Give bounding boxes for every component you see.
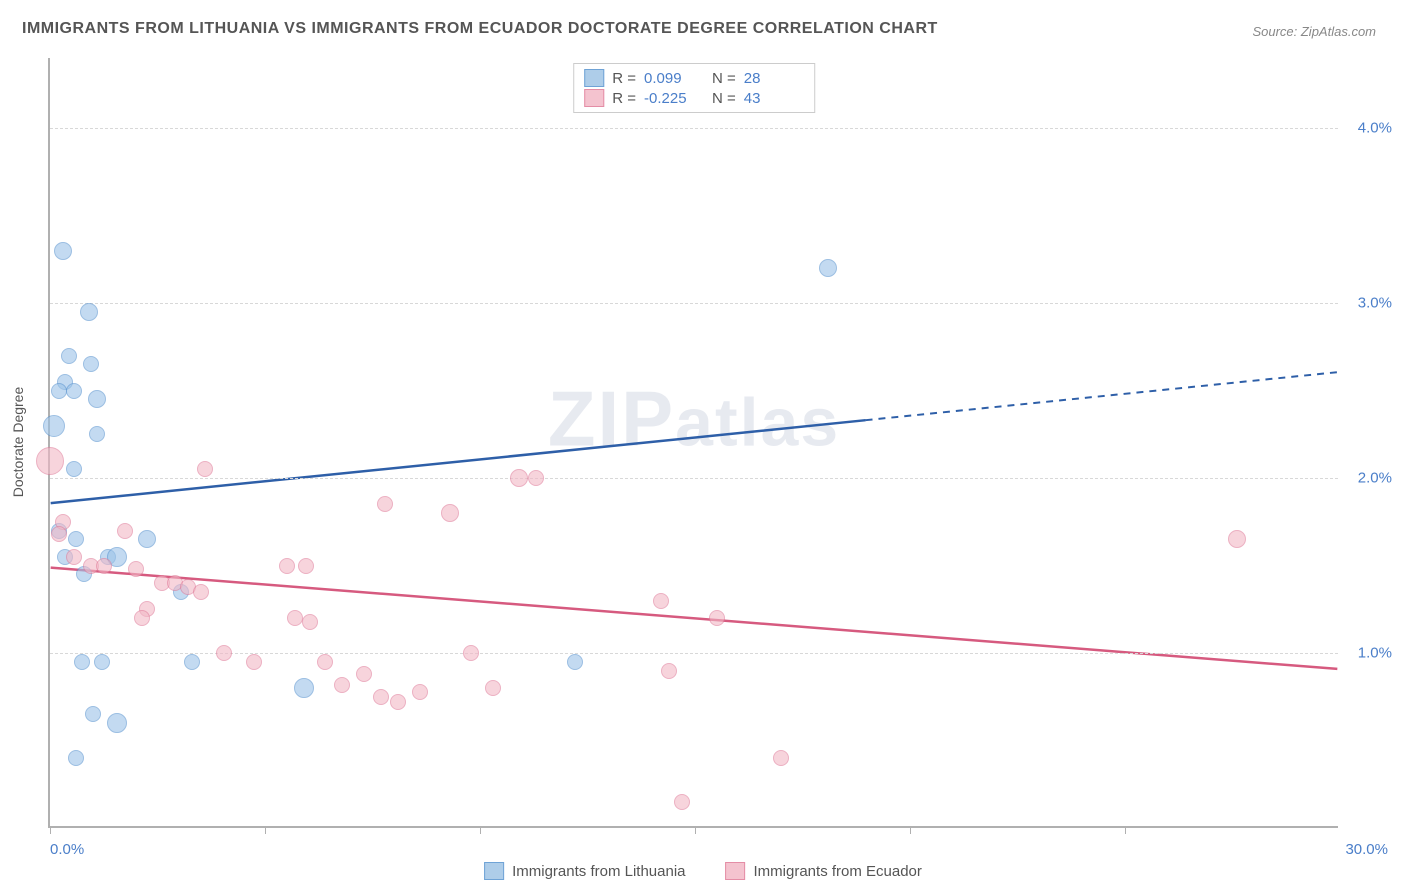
- x-tick-mark: [265, 826, 266, 834]
- lithuania-point: [88, 390, 106, 408]
- lithuania-point: [66, 383, 82, 399]
- lithuania-point: [61, 348, 77, 364]
- gridline: [50, 303, 1338, 304]
- ecuador-point: [485, 680, 501, 696]
- lithuania-point: [74, 654, 90, 670]
- ecuador-point: [193, 584, 209, 600]
- ecuador-point: [279, 558, 295, 574]
- lithuania-point: [107, 713, 127, 733]
- legend-item-lithuania: Immigrants from Lithuania: [484, 862, 685, 880]
- lithuania-swatch-icon: [484, 862, 504, 880]
- lithuania-point: [89, 426, 105, 442]
- ecuador-point: [377, 496, 393, 512]
- ecuador-point: [773, 750, 789, 766]
- ecuador-point: [96, 558, 112, 574]
- lithuania-trendline: [51, 420, 866, 503]
- ecuador-point: [441, 504, 459, 522]
- n-value: 28: [744, 70, 804, 87]
- stats-row-ecuador: R = -0.225 N = 43: [584, 88, 804, 108]
- x-tick-mark: [50, 826, 51, 834]
- y-tick-label: 1.0%: [1358, 645, 1392, 662]
- legend-item-ecuador: Immigrants from Ecuador: [726, 862, 922, 880]
- ecuador-point: [373, 689, 389, 705]
- ecuador-point: [134, 610, 150, 626]
- ecuador-point: [661, 663, 677, 679]
- lithuania-point: [66, 461, 82, 477]
- lithuania-point: [83, 356, 99, 372]
- r-label: R =: [612, 70, 636, 87]
- stats-row-lithuania: R = 0.099 N = 28: [584, 68, 804, 88]
- lithuania-point: [138, 530, 156, 548]
- lithuania-point: [184, 654, 200, 670]
- lithuania-point: [43, 415, 65, 437]
- ecuador-swatch-icon: [584, 89, 604, 107]
- ecuador-point: [117, 523, 133, 539]
- lithuania-point: [819, 259, 837, 277]
- ecuador-point: [66, 549, 82, 565]
- ecuador-point: [298, 558, 314, 574]
- ecuador-point: [128, 561, 144, 577]
- ecuador-point: [709, 610, 725, 626]
- ecuador-point: [510, 469, 528, 487]
- gridline: [50, 478, 1338, 479]
- ecuador-point: [334, 677, 350, 693]
- ecuador-point: [317, 654, 333, 670]
- ecuador-point: [197, 461, 213, 477]
- lithuania-point: [94, 654, 110, 670]
- x-tick-mark: [480, 826, 481, 834]
- n-value: 43: [744, 90, 804, 107]
- r-value: 0.099: [644, 70, 704, 87]
- y-tick-label: 2.0%: [1358, 470, 1392, 487]
- lithuania-point: [567, 654, 583, 670]
- ecuador-point: [653, 593, 669, 609]
- stats-legend: R = 0.099 N = 28 R = -0.225 N = 43: [573, 63, 815, 113]
- watermark-text: ZIPatlas: [548, 373, 840, 464]
- lithuania-point: [294, 678, 314, 698]
- ecuador-point: [51, 526, 67, 542]
- ecuador-point: [412, 684, 428, 700]
- plot-area: Doctorate Degree ZIPatlas R =0.099N =28R…: [48, 58, 1338, 828]
- y-tick-label: 4.0%: [1358, 120, 1392, 137]
- x-tick-mark: [910, 826, 911, 834]
- ecuador-point: [302, 614, 318, 630]
- r-label: R =: [612, 90, 636, 107]
- ecuador-point: [287, 610, 303, 626]
- x-tick-mark: [1125, 826, 1126, 834]
- lithuania-point: [80, 303, 98, 321]
- chart-title: IMMIGRANTS FROM LITHUANIA VS IMMIGRANTS …: [22, 20, 938, 38]
- legend-label: Immigrants from Lithuania: [512, 863, 685, 880]
- ecuador-swatch-icon: [726, 862, 746, 880]
- ecuador-point: [36, 447, 64, 475]
- ecuador-point: [674, 794, 690, 810]
- trend-lines-svg: [50, 58, 1338, 826]
- ecuador-point: [390, 694, 406, 710]
- gridline: [50, 128, 1338, 129]
- r-value: -0.225: [644, 90, 704, 107]
- ecuador-point: [463, 645, 479, 661]
- ecuador-point: [1228, 530, 1246, 548]
- y-tick-label: 3.0%: [1358, 295, 1392, 312]
- lithuania-point: [51, 383, 67, 399]
- lithuania-swatch-icon: [584, 69, 604, 87]
- lithuania-trendline-dashed: [866, 372, 1338, 420]
- x-tick-mark: [695, 826, 696, 834]
- lithuania-point: [85, 706, 101, 722]
- x-axis-min-label: 0.0%: [50, 841, 84, 858]
- ecuador-point: [246, 654, 262, 670]
- bottom-legend: Immigrants from Lithuania Immigrants from…: [484, 862, 922, 880]
- ecuador-point: [356, 666, 372, 682]
- x-axis-max-label: 30.0%: [1345, 841, 1388, 858]
- ecuador-point: [216, 645, 232, 661]
- n-label: N =: [712, 90, 736, 107]
- source-attribution: Source: ZipAtlas.com: [1252, 24, 1376, 39]
- lithuania-point: [68, 750, 84, 766]
- legend-label: Immigrants from Ecuador: [754, 863, 922, 880]
- gridline: [50, 653, 1338, 654]
- lithuania-point: [68, 531, 84, 547]
- ecuador-point: [528, 470, 544, 486]
- n-label: N =: [712, 70, 736, 87]
- y-axis-title: Doctorate Degree: [10, 387, 26, 498]
- lithuania-point: [54, 242, 72, 260]
